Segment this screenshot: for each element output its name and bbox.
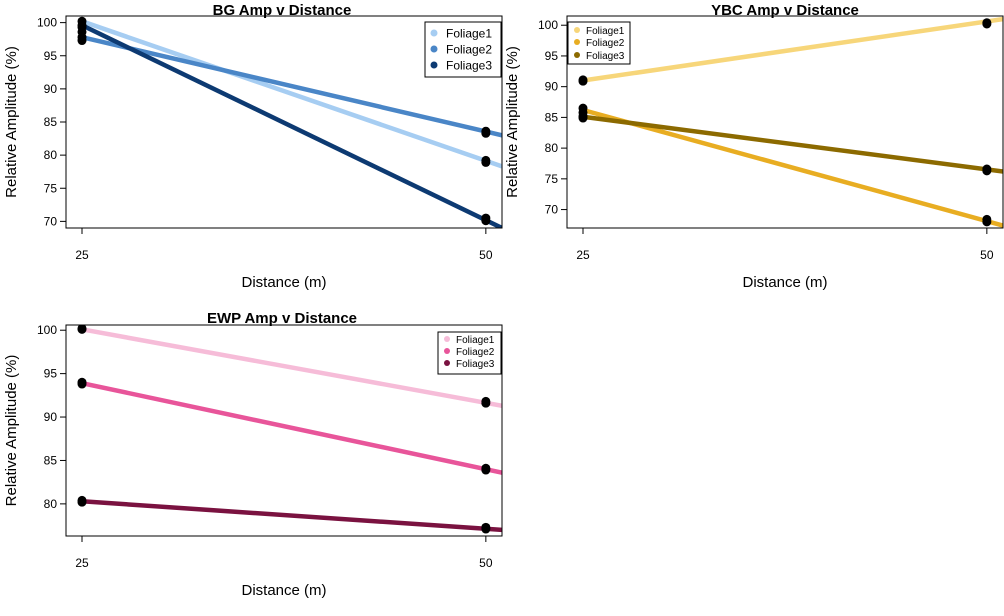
x-tick-label: 25 [75,556,89,570]
data-point-foliage3 [77,497,87,507]
y-tick-label: 100 [37,323,57,337]
legend-swatch [444,360,450,366]
legend-swatch [430,29,438,37]
y-tick-label: 70 [545,203,559,217]
ewp-amp-panel: 80 85 90 95 100 25 50 EWP Amp v Distance Distanc… [3,310,503,599]
x-tick-label: 25 [576,248,590,262]
legend-swatch [574,27,580,33]
fit-line-foliage3 [81,23,502,228]
legend-box [424,21,502,78]
y-tick-label: 100 [37,16,57,30]
y-axis-label: Relative Amplitude (%) [504,46,521,198]
y-tick-label: 100 [538,18,558,32]
plot-frame [65,15,503,229]
data-point-foliage1 [77,325,87,334]
legend-label: Foliage2 [586,38,625,49]
y-tick-label: 90 [545,80,559,94]
x-axis-label: Distance (m) [241,274,326,291]
data-point-foliage3 [481,524,491,534]
legend-label: Foliage2 [446,43,492,57]
legend-swatch [444,348,450,354]
y-axis-label: Relative Amplitude (%) [3,355,20,507]
y-tick-label: 95 [545,49,559,63]
data-point-foliage3 [77,20,87,30]
y-tick-label: 85 [545,110,559,124]
data-point-foliage1 [481,398,491,408]
legend-label: Foliage3 [586,51,625,62]
data-point-foliage1 [982,18,992,28]
fit-line-foliage1 [582,16,1003,83]
legend-label: Foliage2 [456,347,495,358]
data-point-foliage2 [982,217,992,227]
data-point-foliage1 [578,75,588,85]
plot-area [77,16,502,228]
legend-label: Foliage1 [586,26,625,37]
y-tick-label: 95 [44,367,58,381]
data-point-foliage2 [77,379,87,389]
x-tick-label: 50 [479,248,493,262]
y-tick-label: 85 [44,115,58,129]
plot-area [578,16,1003,228]
x-axis-label: Distance (m) [241,582,326,599]
x-tick-label: 50 [980,248,994,262]
y-tick-label: 70 [44,214,58,228]
data-point-foliage3 [578,113,588,123]
legend-swatch [574,52,580,58]
legend-label: Foliage3 [456,359,495,370]
fit-line-foliage3 [81,499,502,533]
data-point-foliage2 [481,128,491,138]
plot-frame [566,15,1004,229]
legend-label: Foliage1 [456,335,495,346]
data-point-foliage1 [481,157,491,167]
ybc-amp-panel: 70 75 80 85 90 95 100 25 50 YBC Amp v Distance Dis… [504,2,1004,291]
legend-label: Foliage1 [446,27,492,41]
data-point-foliage2 [481,465,491,475]
chart-title: EWP Amp v Distance [207,310,357,327]
plot-frame [65,324,503,537]
legend-swatch [430,61,438,69]
y-tick-label: 90 [44,82,58,96]
y-tick-label: 95 [44,49,58,63]
legend-label: Foliage3 [446,59,492,73]
y-tick-label: 75 [44,181,58,195]
y-tick-label: 75 [545,172,559,186]
y-tick-label: 80 [44,497,58,511]
x-tick-label: 50 [479,556,493,570]
y-axis-label: Relative Amplitude (%) [3,46,20,198]
y-tick-label: 80 [44,148,58,162]
data-point-foliage3 [77,27,87,37]
fit-line-foliage2 [81,35,502,138]
x-axis-label: Distance (m) [742,274,827,291]
legend-swatch [444,336,450,342]
fit-line-foliage2 [582,107,1003,228]
data-point-foliage2 [77,36,87,46]
x-tick-label: 25 [75,248,89,262]
plot-area [77,325,502,534]
chart-title: BG Amp v Distance [213,2,352,19]
y-tick-label: 90 [44,410,58,424]
legend-swatch [574,39,580,45]
legend-swatch [430,45,438,53]
fit-line-foliage1 [81,327,502,408]
chart-title: YBC Amp v Distance [711,2,859,19]
data-point-foliage3 [481,216,491,226]
bg-amp-panel: 70 75 80 85 90 95 100 25 50 BG Amp v Distance Dist… [3,2,503,291]
fit-line-foliage2 [81,380,502,475]
y-tick-label: 85 [44,453,58,467]
y-tick-label: 80 [545,141,559,155]
fit-line-foliage1 [81,19,502,169]
fit-line-foliage3 [582,114,1003,174]
data-point-foliage3 [982,166,992,176]
